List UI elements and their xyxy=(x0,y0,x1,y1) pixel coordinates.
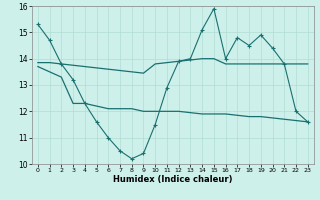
X-axis label: Humidex (Indice chaleur): Humidex (Indice chaleur) xyxy=(113,175,233,184)
